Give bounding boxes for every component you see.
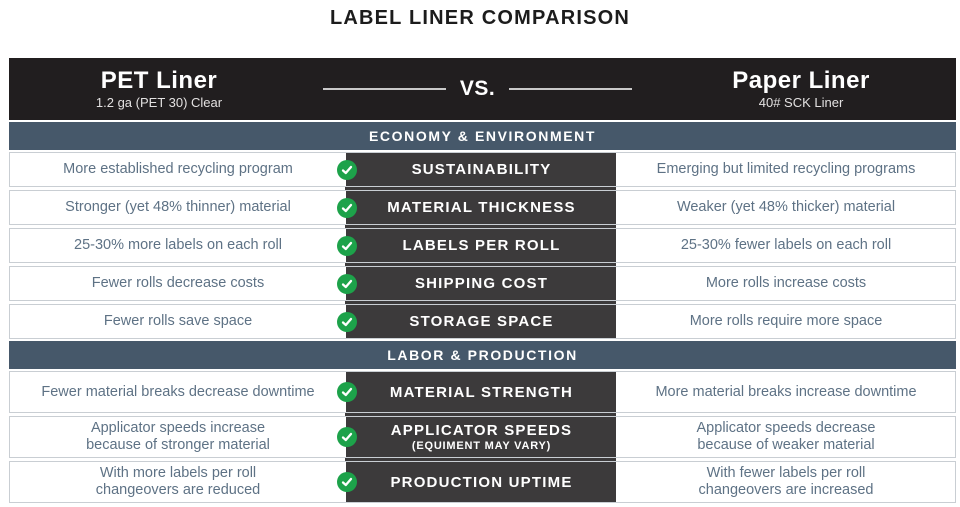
paper-liner-header: Paper Liner 40# SCK Liner [646,67,956,111]
comparison-table: PET Liner 1.2 ga (PET 30) Clear VS. Pape… [9,58,956,503]
check-icon [337,197,357,218]
check-icon [337,472,357,492]
paper-value-cell: More rolls increase costs [617,267,955,300]
paper-value-text: More material breaks increase downtime [655,383,917,400]
paper-value-cell: Weaker (yet 48% thicker) material [617,191,955,224]
center-column-background [345,152,616,339]
pet-liner-title: PET Liner [100,67,218,94]
pet-value-text: Stronger (yet 48% thinner) material [65,199,291,215]
attribute-label: SUSTAINABILITY [411,161,552,178]
paper-value-text: Emerging but limited recycling programs [656,161,916,177]
paper-liner-subtitle: 40# SCK Liner [758,95,844,110]
table-header: PET Liner 1.2 ga (PET 30) Clear VS. Pape… [9,58,956,120]
paper-value-cell: Applicator speeds decrease because of we… [617,417,955,457]
check-icon [337,427,357,447]
attribute-cell: APPLICATOR SPEEDS (EQUIMENT MAY VARY) [346,417,617,457]
sections-container: ECONOMY & ENVIRONMENT More established r… [9,122,956,503]
paper-value-cell: With fewer labels per roll changeovers a… [617,462,955,502]
paper-value-text: More rolls increase costs [705,275,867,291]
divider-line-right [509,88,633,90]
paper-value-cell: 25-30% fewer labels on each roll [617,229,955,262]
section: LABOR & PRODUCTION Fewer material breaks… [9,341,956,503]
pet-value-cell: Applicator speeds increase because of st… [10,417,346,457]
attribute-cell: STORAGE SPACE [346,305,617,338]
paper-value-text: Weaker (yet 48% thicker) material [676,199,896,215]
check-icon [337,382,357,402]
check-icon [337,159,357,180]
page-title: LABEL LINER COMPARISON [329,7,631,29]
paper-value-text: 25-30% fewer labels on each roll [680,237,892,253]
pet-value-cell: Stronger (yet 48% thinner) material [10,191,346,224]
check-icon [337,235,357,256]
attribute-label: LABELS PER ROLL [402,237,561,254]
comparison-row: Fewer material breaks decrease downtime … [9,371,956,413]
attribute-label: MATERIAL THICKNESS [387,199,576,216]
section-title: LABOR & PRODUCTION [387,347,578,363]
paper-liner-title: Paper Liner [732,67,870,94]
paper-value-text: More rolls require more space [689,313,883,329]
paper-value-text: With fewer labels per roll changeovers a… [698,465,874,498]
pet-value-cell: 25-30% more labels on each roll [10,229,346,262]
pet-value-cell: Fewer rolls save space [10,305,346,338]
pet-value-cell: Fewer material breaks decrease downtime [10,372,346,412]
comparison-row: Stronger (yet 48% thinner) material MATE… [9,190,956,225]
pet-liner-header: PET Liner 1.2 ga (PET 30) Clear [9,67,309,111]
comparison-row: With more labels per roll changeovers ar… [9,461,956,503]
check-icon [337,311,357,332]
section: ECONOMY & ENVIRONMENT More established r… [9,122,956,339]
pet-value-text: Fewer rolls save space [103,313,253,329]
comparison-row: More established recycling program SUSTA… [9,152,956,187]
pet-value-cell: More established recycling program [10,153,346,186]
attribute-label: APPLICATOR SPEEDS [390,422,573,439]
comparison-row: Fewer rolls save space STORAGE SPACE Mor… [9,304,956,339]
attribute-note: (EQUIMENT MAY VARY) [411,440,552,452]
attribute-label: SHIPPING COST [414,275,549,292]
pet-value-text: Fewer rolls decrease costs [91,275,265,291]
check-icon [337,273,357,294]
paper-value-cell: More material breaks increase downtime [617,372,955,412]
attribute-cell: LABELS PER ROLL [346,229,617,262]
section-title: ECONOMY & ENVIRONMENT [368,128,597,144]
attribute-label: PRODUCTION UPTIME [390,473,573,491]
divider-line-left [323,88,446,90]
pet-value-text: More established recycling program [63,161,293,177]
paper-value-cell: Emerging but limited recycling programs [617,153,955,186]
pet-value-cell: Fewer rolls decrease costs [10,267,346,300]
section-rows: More established recycling program SUSTA… [9,152,956,339]
pet-value-text: 25-30% more labels on each roll [74,237,282,253]
comparison-row: 25-30% more labels on each roll LABELS P… [9,228,956,263]
paper-value-text: Applicator speeds decrease because of we… [696,420,876,453]
pet-liner-subtitle: 1.2 ga (PET 30) Clear [95,95,223,110]
pet-value-text: Applicator speeds increase because of st… [86,420,270,453]
attribute-label: STORAGE SPACE [409,313,554,330]
attribute-cell: SHIPPING COST [346,267,617,300]
section-header-bar: LABOR & PRODUCTION [9,341,956,369]
pet-value-cell: With more labels per roll changeovers ar… [10,462,346,502]
attribute-cell: MATERIAL THICKNESS [346,191,617,224]
section-rows: Fewer material breaks decrease downtime … [9,371,956,503]
attribute-cell: MATERIAL STRENGTH [346,372,617,412]
attribute-cell: PRODUCTION UPTIME [346,462,617,502]
vs-label: VS. [459,77,496,100]
center-column-background [345,371,616,503]
attribute-label: MATERIAL STRENGTH [389,383,574,401]
paper-value-cell: More rolls require more space [617,305,955,338]
section-header-bar: ECONOMY & ENVIRONMENT [9,122,956,150]
comparison-row: Applicator speeds increase because of st… [9,416,956,458]
attribute-cell: SUSTAINABILITY [346,153,617,186]
pet-value-text: With more labels per roll changeovers ar… [95,465,261,498]
pet-value-text: Fewer material breaks decrease downtime [41,383,315,400]
comparison-row: Fewer rolls decrease costs SHIPPING COST… [9,266,956,301]
